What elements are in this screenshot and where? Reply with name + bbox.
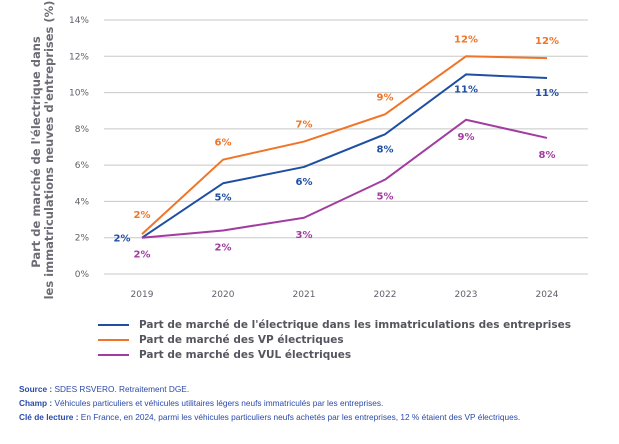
y-axis-title-line-2: les immatriculations neuves d'entreprise… [42,1,56,300]
data-label: 2% [215,242,232,253]
champ-note: Champ : Véhicules particuliers et véhicu… [19,398,609,409]
data-label: 2% [134,210,151,221]
y-axis-title-line-1: Part de marché de l'électrique dans [29,36,43,268]
series-line-vp [141,55,548,235]
series-line-entreprises [141,73,548,239]
data-label: 8% [377,144,394,155]
y-axis-ticks: 0% 2% 4% 6% 8% 10% 12% 14% [69,16,89,280]
legend-label: Part de marché de l'électrique dans les … [139,318,572,331]
champ-text: Véhicules particuliers et véhicules util… [52,398,384,408]
reading-key-text: En France, en 2024, parmi les véhicules … [78,412,521,422]
data-label: 8% [539,150,556,161]
data-label: 6% [296,177,313,188]
y-tick-label: 0% [75,270,90,280]
reading-key-note: Clé de lecture : En France, en 2024, par… [19,412,609,423]
legend: Part de marché de l'électrique dans les … [98,317,571,362]
data-label: 3% [296,230,313,241]
data-label: 12% [454,34,478,45]
x-axis-ticks: 2019 2020 2021 2022 2023 2024 [131,290,559,300]
legend-swatch-blue [98,323,129,326]
y-tick-label: 12% [69,52,89,62]
data-label: 9% [377,92,394,103]
x-tick-label: 2022 [374,290,397,300]
source-text: SDES RSVERO. Retraitement DGE. [52,384,190,394]
x-tick-label: 2019 [131,290,154,300]
data-label: 11% [535,88,559,99]
x-tick-label: 2024 [536,290,559,300]
y-tick-label: 14% [69,16,89,26]
data-label: 9% [458,132,475,143]
x-tick-label: 2023 [455,290,478,300]
source-note: Source : SDES RSVERO. Retraitement DGE. [19,384,609,395]
y-axis-title: Part de marché de l'électrique dans les … [29,1,56,300]
data-label: 6% [215,138,232,149]
gridlines [104,19,588,275]
y-tick-label: 4% [75,197,90,207]
data-labels: 2%5%6%8%11% 11%2%6%7%9%12% 12%2%2%3%5%9%8% [114,34,559,260]
legend-item-vul: Part de marché des VUL électriques [98,347,571,362]
champ-label: Champ : [19,398,53,408]
source-label: Source : [19,384,53,394]
line-chart: 0% 2% 4% 6% 8% 10% 12% 14% 2019 2020 2021 2022 2023… [29,1,588,300]
data-label: 7% [296,120,313,131]
chart-notes: Source : SDES RSVERO. Retraitement DGE. … [19,384,609,426]
legend-swatch-orange [98,338,129,341]
legend-swatch-purple [98,353,129,356]
data-label: 5% [215,192,232,203]
data-label: 11% [454,84,478,95]
legend-item-vp: Part de marché des VP électriques [98,332,571,347]
legend-label: Part de marché des VUL électriques [139,348,352,361]
y-tick-label: 6% [75,161,90,171]
data-label: 5% [377,192,394,203]
data-label: 2% [134,250,151,261]
data-label: 2% [114,234,131,245]
x-tick-label: 2020 [212,290,235,300]
legend-item-entreprises: Part de marché de l'électrique dans les … [98,317,571,332]
series-line-vul [141,118,548,239]
x-tick-label: 2021 [293,290,316,300]
y-tick-label: 10% [69,89,89,99]
data-label: 12% [535,36,559,47]
legend-label: Part de marché des VP électriques [139,333,344,346]
series-lines [141,55,548,239]
y-tick-label: 8% [75,125,90,135]
y-tick-label: 2% [75,234,90,244]
reading-key-label: Clé de lecture : [19,412,79,422]
